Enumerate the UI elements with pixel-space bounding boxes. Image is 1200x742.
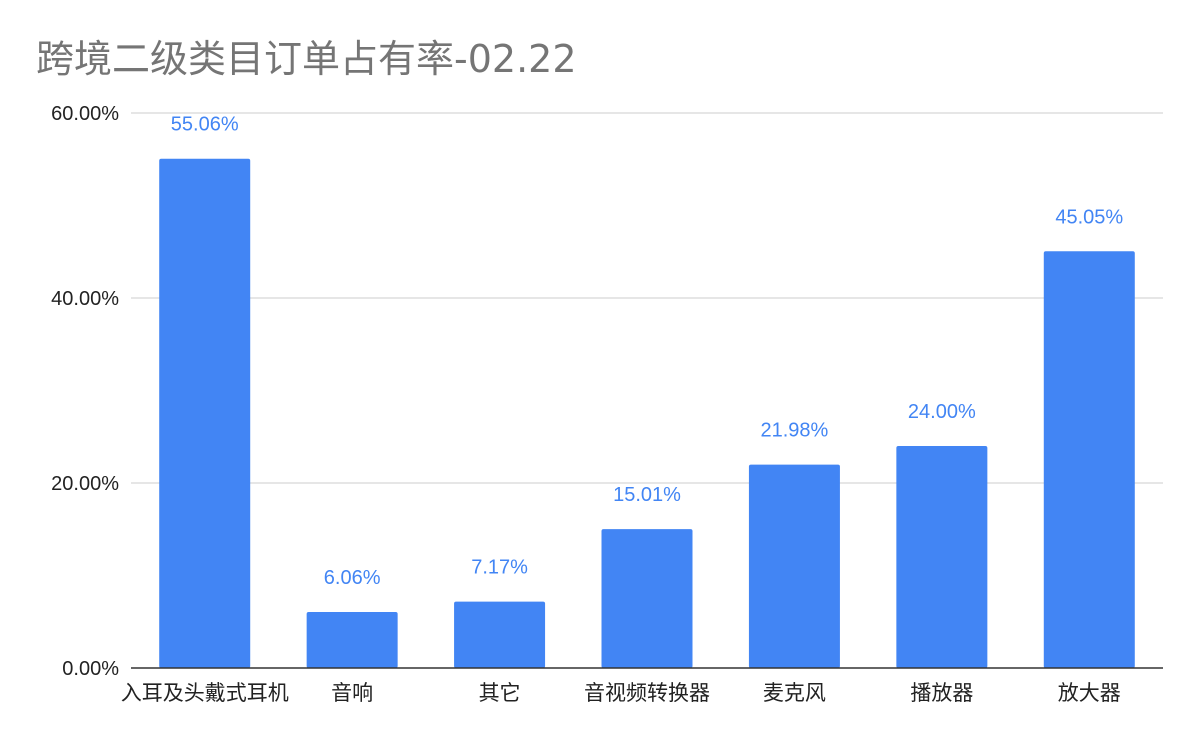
data-label: 24.00% (908, 401, 976, 423)
data-label: 7.17% (471, 557, 528, 579)
chart-title: 跨境二级类目订单占有率-02.22 (36, 37, 577, 81)
x-tick-label: 麦克风 (763, 681, 826, 705)
y-tick-label: 20.00% (51, 473, 119, 495)
bar (601, 529, 693, 668)
y-tick-label: 40.00% (51, 288, 119, 310)
x-tick-label: 播放器 (910, 681, 973, 705)
bar (159, 158, 251, 668)
x-tick-label: 其它 (479, 681, 521, 705)
y-tick-label: 0.00% (62, 658, 119, 680)
x-tick-label: 放大器 (1058, 681, 1121, 705)
data-label: 15.01% (613, 484, 681, 506)
data-label: 45.05% (1055, 206, 1123, 228)
data-label: 55.06% (171, 114, 239, 136)
x-tick-label: 音视频转换器 (584, 681, 710, 705)
bar (306, 611, 398, 668)
bar (454, 601, 546, 668)
x-tick-label: 入耳及头戴式耳机 (121, 681, 289, 705)
y-tick-label: 60.00% (51, 103, 119, 125)
bar (748, 464, 840, 668)
bar (1043, 251, 1135, 668)
x-tick-label: 音响 (331, 681, 373, 705)
bar (896, 446, 988, 668)
data-label: 6.06% (324, 567, 381, 589)
data-label: 21.98% (761, 420, 829, 442)
